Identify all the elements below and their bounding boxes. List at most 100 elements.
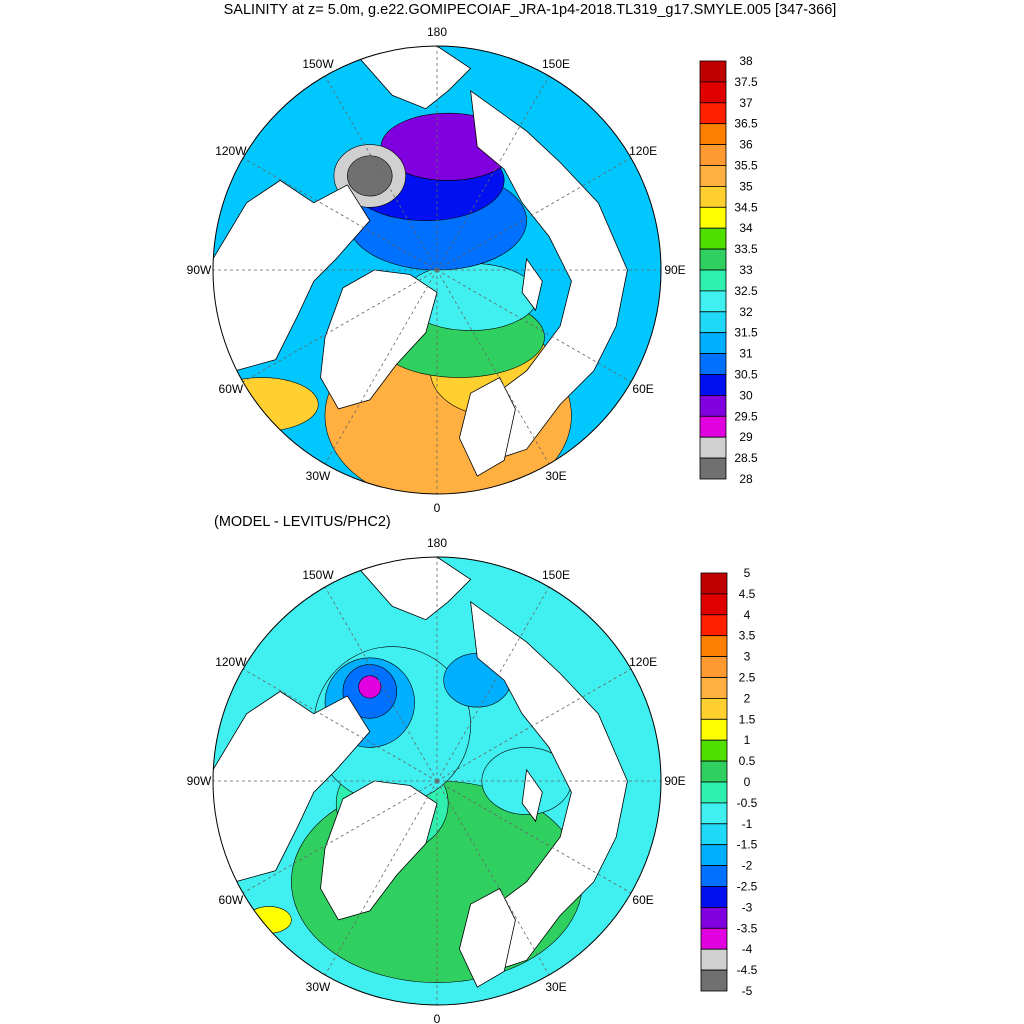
colorbar-swatch xyxy=(699,165,727,187)
colorbar-swatch xyxy=(699,269,727,292)
colorbar-label: 32.5 xyxy=(734,284,758,298)
colorbar-label: -1.5 xyxy=(737,838,758,852)
panel-2: 180 150E 120E 90E 60E 30E 0 30W 60W 90W 120W 150W 5 4… xyxy=(187,536,758,1024)
colorbar-label: -3.5 xyxy=(737,921,758,935)
contour-region xyxy=(358,675,382,699)
colorbar-swatch xyxy=(699,415,727,438)
longitude-label: 0 xyxy=(434,1012,441,1024)
colorbar-swatch xyxy=(700,844,728,867)
colorbar-swatch xyxy=(700,739,728,762)
colorbar-label: -4.5 xyxy=(737,963,758,977)
longitude-label: 30W xyxy=(306,980,331,994)
landmass xyxy=(521,257,543,312)
colorbar-swatch xyxy=(699,227,727,250)
map-boundary xyxy=(212,556,662,1006)
colorbar-label: 1 xyxy=(744,733,751,747)
colorbar-label: 31 xyxy=(739,347,753,361)
colorbar-swatch xyxy=(699,353,727,375)
panel-1: 180 150E 120E 90E 60E 30E 0 30W 60W 90W 120W 150W 38… xyxy=(187,25,758,515)
colorbar-label: 0.5 xyxy=(739,754,756,768)
colorbar-label: -0.5 xyxy=(737,796,758,810)
colorbar-swatch xyxy=(699,102,727,125)
colorbar-label: 29 xyxy=(739,430,753,444)
colorbar-swatch xyxy=(700,656,728,678)
longitude-label: 180 xyxy=(427,25,447,39)
colorbar-label: 0 xyxy=(744,775,751,789)
colorbar-swatch xyxy=(700,948,728,971)
landmass xyxy=(357,557,472,621)
longitude-label: 150W xyxy=(302,568,334,582)
colorbar-label: 3.5 xyxy=(739,629,756,643)
colorbar-label: 28.5 xyxy=(734,451,758,465)
colorbar-swatch xyxy=(700,865,728,887)
landmass xyxy=(320,780,438,921)
colorbar-label: 33.5 xyxy=(734,242,758,256)
colorbar: 38 37.5 37 36.5 36 35.5 35 34.5 34 33.5 33 32.5 32 31… xyxy=(699,54,758,486)
landmass xyxy=(458,376,516,477)
colorbar-swatch xyxy=(699,248,727,271)
colorbar-label: 35.5 xyxy=(734,159,758,173)
landmass xyxy=(521,768,543,823)
colorbar-swatch xyxy=(700,886,728,908)
colorbar-swatch xyxy=(699,311,727,334)
longitude-label: 90W xyxy=(187,263,212,277)
longitude-label: 60E xyxy=(632,382,653,396)
colorbar-label: 29.5 xyxy=(734,409,758,423)
landmass xyxy=(458,887,516,988)
longitude-label: 120E xyxy=(629,144,657,158)
longitude-label: 90W xyxy=(187,774,212,788)
meridian xyxy=(436,269,632,383)
meridian xyxy=(436,75,550,271)
colorbar-swatch xyxy=(700,802,728,825)
colorbar-label: 34.5 xyxy=(734,200,758,214)
colorbar-label: 5 xyxy=(744,566,751,580)
colorbar-label: 28 xyxy=(739,472,753,486)
meridian xyxy=(436,157,632,271)
meridian xyxy=(242,668,438,782)
colorbar-label: 30 xyxy=(739,388,753,402)
colorbar-swatch xyxy=(700,969,728,992)
longitude-label: 150E xyxy=(542,57,570,71)
meridian xyxy=(242,269,438,383)
colorbar-label: 36 xyxy=(739,138,753,152)
colorbar-label: -2.5 xyxy=(737,880,758,894)
colorbar-swatch xyxy=(700,718,728,741)
colorbar-label: 30.5 xyxy=(734,368,758,382)
colorbar-swatch xyxy=(700,907,728,929)
colorbar-label: 4.5 xyxy=(739,587,756,601)
colorbar-label: 37.5 xyxy=(734,75,758,89)
colorbar-swatch xyxy=(699,394,727,417)
colorbar-label: 1.5 xyxy=(739,712,756,726)
colorbar-swatch xyxy=(700,593,728,616)
longitude-label: 90E xyxy=(664,263,685,277)
landmass xyxy=(357,46,472,110)
colorbar-swatch xyxy=(699,81,727,104)
meridian xyxy=(436,586,550,782)
longitude-label: 60W xyxy=(219,893,244,907)
colorbar-swatch xyxy=(700,823,728,846)
colorbar-label: 32 xyxy=(739,305,753,319)
colorbar-label: -3 xyxy=(742,900,753,914)
meridian xyxy=(436,269,550,465)
longitude-label: 120W xyxy=(215,655,247,669)
colorbar-label: 36.5 xyxy=(734,117,758,131)
chart-subtitle: (MODEL - LEVITUS/PHC2) xyxy=(214,514,391,530)
salinity-field xyxy=(213,46,661,494)
colorbar-label: 3 xyxy=(744,650,751,664)
colorbar-swatch xyxy=(699,60,727,83)
colorbar-swatch xyxy=(699,436,727,459)
colorbar-label: 33 xyxy=(739,263,753,277)
longitude-label: 120W xyxy=(215,144,247,158)
meridian xyxy=(324,780,438,976)
colorbar-swatch xyxy=(700,677,728,699)
contour-region xyxy=(347,155,393,197)
longitude-label: 60E xyxy=(632,893,653,907)
longitude-label: 30E xyxy=(545,980,566,994)
colorbar-swatch xyxy=(700,635,728,658)
map-boundary xyxy=(212,45,662,495)
colorbar-label: 4 xyxy=(744,608,751,622)
colorbar-swatch xyxy=(699,457,727,480)
colorbar-label: 2.5 xyxy=(739,671,756,685)
longitude-label: 30W xyxy=(306,469,331,483)
